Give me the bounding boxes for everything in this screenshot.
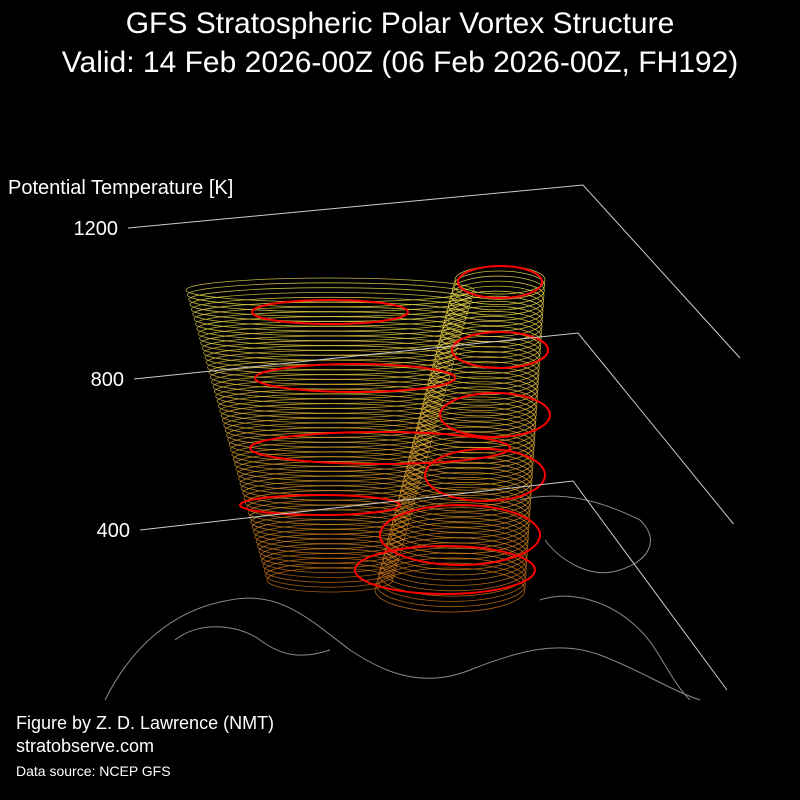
contour [445,300,544,332]
contour [411,426,535,465]
grid-line [127,184,741,359]
contour [450,280,545,311]
contour [431,351,540,385]
z-tick-label: 1200 [74,218,119,240]
contour [406,446,534,486]
vortex [185,265,551,613]
contour [425,376,539,412]
contour [390,507,530,549]
grid-line [133,332,734,525]
credit: Figure by Z. D. Lawrence (NMT) [16,713,274,733]
contour [449,285,545,316]
contour [453,270,546,300]
contour [451,275,545,306]
coastline [519,495,651,574]
ring [254,363,456,393]
contour [419,396,537,433]
ring [424,448,546,502]
grid-line [139,480,728,691]
contour [417,406,537,443]
contour [422,386,538,422]
z-axis-label: Potential Temperature [K] [8,177,233,199]
contour [398,476,532,517]
contour [405,451,534,491]
chart-subtitle: Valid: 14 Feb 2026-00Z (06 Feb 2026-00Z,… [62,46,739,79]
contour [387,517,529,560]
z-tick-label: 400 [97,520,130,542]
chart-title: GFS Stratospheric Polar Vortex Structure [126,7,675,40]
contour [429,361,540,396]
coastlines [104,495,701,701]
contour [378,552,527,597]
contour [394,492,531,533]
source: Data source: NCEP GFS [16,763,171,779]
contour [441,315,543,348]
contour [189,292,471,317]
contour [377,557,527,602]
contour [414,416,536,454]
contour [379,547,527,592]
contour [423,381,538,417]
contour [430,356,540,390]
contour [403,456,533,496]
ring [457,265,543,299]
ring [439,392,551,438]
ring [249,431,511,465]
ring [354,545,536,595]
contour [188,287,472,313]
z-tick-label: 800 [91,369,124,391]
ring [451,331,549,369]
ring [251,299,409,325]
contour [438,325,542,358]
coastline [539,595,691,701]
coastline [174,626,331,656]
credit: stratobserve.com [16,736,154,756]
ring [379,504,541,566]
contour [374,567,526,613]
contour [389,512,530,555]
contour [385,527,529,571]
contour [421,391,538,427]
ring [239,494,401,516]
coastline [104,597,701,701]
contour [443,305,543,337]
contour [447,290,544,321]
contour [185,277,475,303]
contour [190,296,470,322]
contour [446,295,544,327]
contour [391,502,530,544]
